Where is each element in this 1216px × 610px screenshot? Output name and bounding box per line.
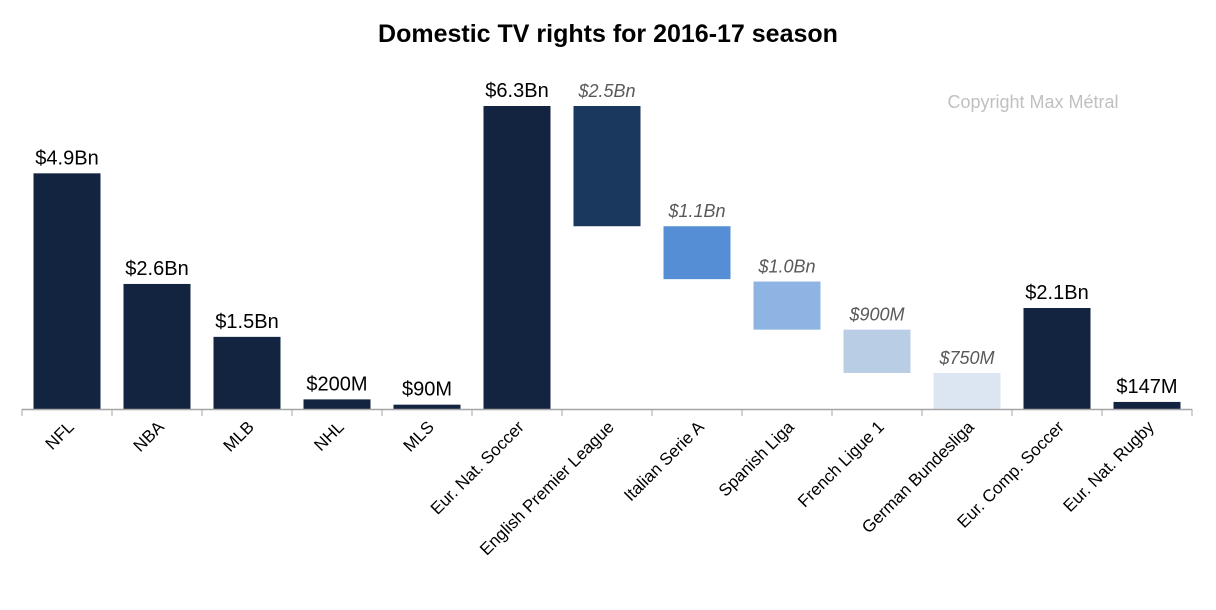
bar-3 [303,399,371,409]
category-label: Eur. Nat. Soccer [427,417,528,518]
bar-10 [933,372,1001,409]
data-label: $750M [938,348,994,368]
category-label: Italian Serie A [620,417,708,505]
data-label: $1.1Bn [667,201,725,221]
data-label: $90M [402,379,452,401]
category-label: NHL [310,417,347,454]
category-label: MLS [400,417,438,455]
bar-1 [123,283,191,409]
bar-7 [663,226,731,280]
bar-11 [1023,308,1091,409]
category-label: Eur. Nat. Rugby [1060,417,1159,516]
category-label: Spanish Liga [715,417,798,500]
category-label: NFL [42,417,78,453]
data-label: $1.0Bn [757,257,815,277]
bar-9 [843,329,911,373]
data-label: $200M [306,373,367,395]
bar-2 [213,336,281,409]
category-label: French Ligue 1 [794,417,888,511]
bar-8 [753,281,821,330]
data-label: $147M [1116,376,1177,398]
data-label: $2.1Bn [1025,282,1088,304]
data-label: $1.5Bn [215,311,278,333]
data-label: $2.6Bn [125,258,188,280]
bar-6 [573,106,641,227]
bar-5 [483,106,551,409]
data-label: $2.5Bn [577,81,635,101]
category-label: MLB [220,417,258,455]
bar-12 [1113,401,1181,409]
bar-4 [393,404,461,409]
category-label: NBA [130,417,169,456]
copyright-watermark: Copyright Max Métral [947,92,1118,112]
data-label: $6.3Bn [485,80,548,102]
chart-title: Domestic TV rights for 2016-17 season [378,20,838,48]
data-label: $900M [848,305,904,325]
bar-0 [33,173,101,409]
data-label: $4.9Bn [35,147,98,169]
